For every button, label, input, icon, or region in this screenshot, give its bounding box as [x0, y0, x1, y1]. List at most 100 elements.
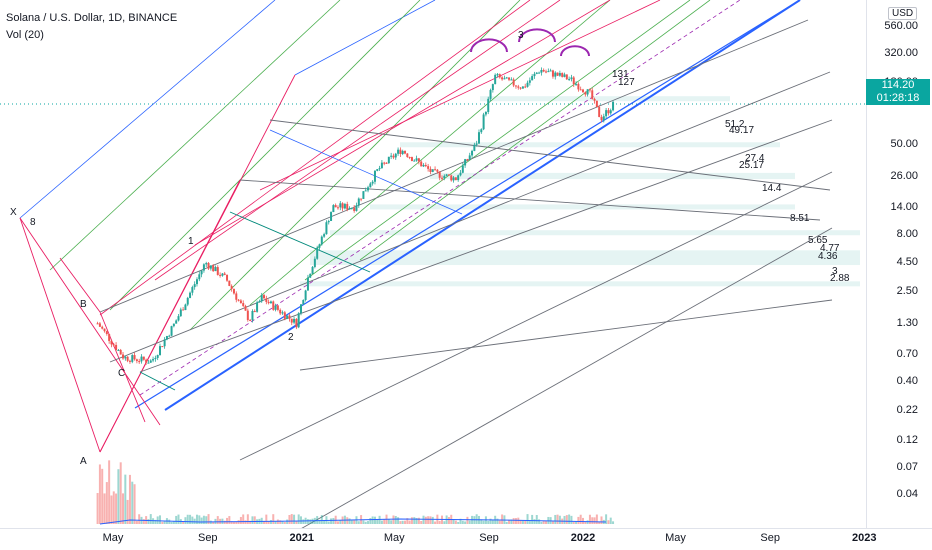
candle-body	[572, 77, 575, 85]
candle-body	[508, 77, 511, 80]
pitchfork-line	[19, 217, 161, 426]
volume-bar	[230, 521, 233, 524]
volume-bar	[200, 517, 203, 524]
volume-bar	[269, 520, 272, 524]
volume-bar	[279, 520, 282, 524]
volume-bar	[128, 474, 131, 524]
candle-body	[417, 158, 420, 162]
candle-body	[514, 85, 517, 87]
volume-bar	[202, 515, 205, 524]
candle-body	[429, 168, 432, 172]
median-dashed-line	[139, 0, 741, 396]
candle-body	[154, 357, 157, 360]
level-band	[370, 204, 795, 210]
candle-body	[249, 319, 252, 321]
pitchfork-line	[289, 227, 833, 536]
candle-body	[404, 150, 407, 154]
level-label: 127	[618, 77, 635, 88]
volume-bar	[591, 517, 594, 524]
level-band	[430, 172, 795, 180]
level-label: 4.77	[820, 243, 840, 254]
volume-bar	[281, 521, 284, 524]
level-label: 3	[832, 266, 838, 277]
candle-body	[98, 323, 101, 327]
volume-ma-line	[99, 518, 607, 525]
volume-bar	[558, 515, 561, 524]
volume-bar	[508, 519, 511, 524]
candle-body	[200, 270, 203, 275]
pitchfork-line	[139, 119, 833, 373]
volume-bar	[357, 521, 360, 524]
volume-bar	[122, 493, 125, 524]
candle-body	[595, 100, 598, 108]
candle-body	[447, 174, 450, 176]
candle-body	[441, 177, 443, 179]
candle-body	[297, 313, 300, 328]
volume-bar	[184, 517, 187, 524]
candle-body	[156, 355, 159, 358]
symbol-title[interactable]: Solana / U.S. Dollar, 1D, BINANCE	[6, 12, 178, 24]
volume-bar	[424, 516, 427, 524]
bar-countdown: 01:28:18	[876, 92, 920, 104]
candle-body	[283, 312, 286, 319]
volume-bar	[216, 516, 219, 524]
candle-body	[390, 155, 393, 157]
volume-bar	[609, 517, 612, 524]
candle-body	[494, 74, 497, 85]
candle-body	[267, 301, 270, 304]
pattern-arc	[470, 38, 508, 53]
volume-bar	[378, 515, 381, 524]
candle-body	[568, 78, 571, 80]
volume-indicator-label[interactable]: Vol (20)	[6, 29, 44, 41]
candle-body	[350, 207, 353, 209]
volume-bar	[607, 520, 610, 524]
volume-bar	[290, 514, 293, 524]
candle-body	[464, 159, 467, 166]
price-tick-label: 14.00	[890, 200, 918, 213]
candle-body	[459, 172, 462, 176]
volume-bar	[226, 517, 229, 524]
candle-body	[242, 303, 245, 306]
candle-body	[316, 247, 319, 259]
pitchfork-line	[139, 371, 176, 391]
volume-bar	[399, 521, 402, 524]
candle-body	[480, 129, 483, 133]
time-axis[interactable]	[0, 528, 932, 550]
pitchfork-line	[49, 0, 341, 271]
candle-body	[378, 168, 381, 170]
volume-bar	[586, 520, 589, 524]
volume-bar	[98, 464, 101, 524]
currency-badge[interactable]: USD	[888, 7, 918, 20]
candle-body	[341, 203, 344, 209]
volume-bar	[466, 516, 469, 524]
level-label: 5.65	[808, 235, 828, 246]
volume-bar	[336, 521, 339, 524]
candle-body	[230, 285, 233, 289]
candle-body	[570, 77, 573, 79]
price-tick-label: 26.00	[890, 170, 918, 183]
volume-bar	[320, 515, 323, 524]
candle-body	[602, 116, 605, 121]
candle-body	[357, 198, 360, 206]
volume-bar	[496, 518, 499, 524]
wave-2-label: 2	[288, 332, 294, 343]
volume-bar	[339, 520, 342, 524]
candle-body	[170, 326, 173, 336]
volume-bar	[538, 519, 541, 524]
volume-bar	[119, 462, 122, 524]
volume-bar	[362, 520, 365, 524]
candle-body	[172, 323, 175, 327]
volume-bar	[156, 516, 159, 524]
candle-body	[101, 326, 104, 329]
pitchfork-line	[229, 211, 371, 273]
candle-body	[582, 89, 584, 93]
price-tick-label: 0.07	[896, 460, 918, 473]
candle-body	[258, 301, 261, 303]
volume-bar	[491, 519, 494, 524]
last-price-badge: 114.20 01:28:18	[866, 79, 930, 105]
candle-body	[193, 284, 196, 288]
candle-body	[117, 349, 120, 351]
volume-bar	[142, 519, 145, 524]
